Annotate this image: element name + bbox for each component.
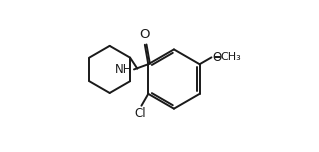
Text: Cl: Cl	[135, 107, 146, 120]
Text: NH: NH	[115, 63, 133, 76]
Text: O: O	[140, 28, 150, 41]
Text: CH₃: CH₃	[220, 52, 241, 62]
Text: O: O	[212, 51, 221, 64]
